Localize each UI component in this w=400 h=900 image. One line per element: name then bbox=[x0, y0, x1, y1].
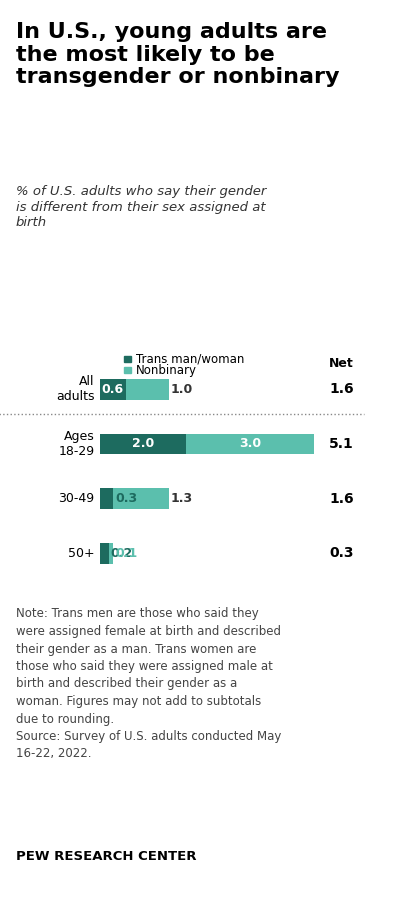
Text: 2.0: 2.0 bbox=[132, 437, 154, 450]
Text: 0.6: 0.6 bbox=[102, 382, 124, 396]
Bar bbox=[124, 356, 131, 363]
Bar bbox=[186, 434, 314, 454]
Text: 1.3: 1.3 bbox=[171, 492, 193, 505]
Bar bbox=[100, 434, 186, 454]
Text: % of U.S. adults who say their gender
is different from their sex assigned at
bi: % of U.S. adults who say their gender is… bbox=[16, 184, 266, 230]
Bar bbox=[100, 488, 113, 508]
Text: 1.0: 1.0 bbox=[171, 382, 193, 396]
Text: 1.6: 1.6 bbox=[329, 491, 354, 506]
Text: PEW RESEARCH CENTER: PEW RESEARCH CENTER bbox=[16, 850, 196, 863]
Text: Trans man/woman: Trans man/woman bbox=[136, 353, 244, 365]
Bar bbox=[100, 543, 108, 563]
Text: 1.6: 1.6 bbox=[329, 382, 354, 396]
Text: 5.1: 5.1 bbox=[329, 436, 354, 451]
Text: 0.3: 0.3 bbox=[115, 492, 137, 505]
Text: 0.1: 0.1 bbox=[115, 546, 137, 560]
Bar bbox=[100, 379, 126, 400]
Bar bbox=[113, 488, 168, 508]
Text: Nonbinary: Nonbinary bbox=[136, 364, 196, 376]
Text: 0.3: 0.3 bbox=[329, 546, 354, 560]
Text: Note: Trans men are those who said they
were assigned female at birth and descri: Note: Trans men are those who said they … bbox=[16, 608, 281, 760]
Bar bbox=[108, 543, 113, 563]
Text: 0.2: 0.2 bbox=[111, 546, 133, 560]
Bar bbox=[124, 367, 131, 374]
Text: 3.0: 3.0 bbox=[239, 437, 261, 450]
Bar bbox=[126, 379, 168, 400]
Text: In U.S., young adults are
the most likely to be
transgender or nonbinary: In U.S., young adults are the most likel… bbox=[16, 22, 340, 87]
Text: Net: Net bbox=[329, 357, 354, 370]
